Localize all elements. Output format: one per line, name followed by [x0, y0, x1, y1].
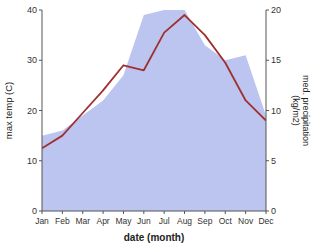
x-tick-label: May	[115, 216, 132, 226]
y-tick-label: 40	[27, 5, 37, 15]
chart: 0 10 20 30 40 0 5 10 15 20 Jan Feb Mar Apr May Jun Jul Au…	[0, 0, 318, 247]
x-tick	[266, 211, 267, 214]
x-tick	[123, 211, 124, 214]
x-tick-label: Sep	[197, 216, 212, 226]
x-tick	[204, 211, 205, 214]
x-tick-label: Mar	[75, 216, 90, 226]
x-tick-label: Feb	[55, 216, 70, 226]
y2-tick-label: 5	[271, 156, 276, 166]
x-tick-label: Jun	[137, 216, 151, 226]
x-tick-label: Apr	[96, 216, 109, 226]
y-tick-label: 30	[27, 55, 37, 65]
x-tick	[225, 211, 226, 214]
x-tick-label: Oct	[219, 216, 233, 226]
y2-tick	[266, 160, 269, 161]
x-tick-label: Jul	[159, 216, 170, 226]
x-axis-line	[42, 211, 266, 212]
x-tick-label: Nov	[238, 216, 254, 226]
x-tick-label: Aug	[177, 216, 192, 226]
y2-label: med. precipitation(kg/m2)	[291, 75, 311, 146]
y-tick	[39, 110, 42, 111]
x-tick	[143, 211, 144, 214]
x-tick-label: Jan	[35, 216, 49, 226]
y-tick	[39, 160, 42, 161]
y2-label-line: (kg/m2)	[291, 95, 301, 126]
x-tick	[82, 211, 83, 214]
x-tick-label: Dec	[258, 216, 274, 226]
temp-line	[42, 15, 266, 148]
x-label: date (month)	[124, 232, 185, 243]
y2-tick-label: 10	[271, 106, 281, 116]
y-tick-label: 10	[27, 156, 37, 166]
x-tick	[42, 211, 43, 214]
y2-tick-label: 20	[271, 5, 281, 15]
axes: 0 10 20 30 40 0 5 10 15 20 Jan Feb Mar Apr May Jun Jul Au…	[27, 5, 281, 226]
y2-label-line: med. precipitation	[301, 75, 311, 146]
x-tick	[103, 211, 104, 214]
y-tick-label: 20	[27, 106, 37, 116]
y2-tick	[266, 110, 269, 111]
y-tick	[39, 60, 42, 61]
x-tick	[245, 211, 246, 214]
precip-area	[42, 10, 266, 211]
plot-area	[42, 10, 266, 211]
y-label: max temp (C)	[3, 82, 14, 140]
y2-tick	[266, 60, 269, 61]
y2-tick-label: 15	[271, 55, 281, 65]
x-tick	[164, 211, 165, 214]
x-tick	[184, 211, 185, 214]
y-tick	[39, 10, 42, 11]
y2-tick	[266, 10, 269, 11]
y-tick-label: 0	[32, 206, 37, 216]
x-tick	[62, 211, 63, 214]
y2-tick-label: 0	[271, 206, 276, 216]
